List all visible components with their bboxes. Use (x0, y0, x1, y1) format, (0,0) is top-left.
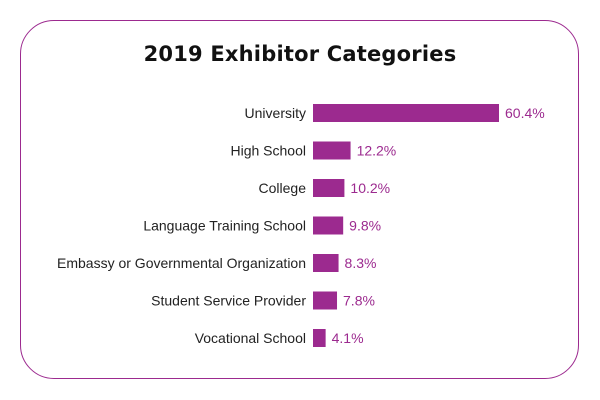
category-label: Vocational School (195, 330, 306, 346)
value-label: 12.2% (357, 143, 397, 159)
bar (313, 254, 339, 272)
value-label: 9.8% (349, 218, 381, 234)
category-label: Embassy or Governmental Organization (57, 255, 306, 271)
value-label: 8.3% (345, 255, 377, 271)
value-label: 10.2% (350, 180, 390, 196)
chart-card (20, 20, 579, 379)
chart-title: 2019 Exhibitor Categories (143, 42, 457, 66)
value-label: 7.8% (343, 293, 375, 309)
value-label: 60.4% (505, 105, 545, 121)
category-label: University (245, 105, 306, 121)
category-label: Language Training School (143, 218, 306, 234)
bar (313, 291, 338, 310)
category-label: Student Service Provider (151, 293, 306, 309)
category-label: College (259, 180, 307, 196)
category-label: High School (231, 143, 307, 159)
bar (313, 141, 351, 160)
value-label: 4.1% (332, 330, 364, 346)
bar (313, 216, 344, 235)
bar (313, 104, 499, 122)
bar (313, 329, 326, 347)
bar (313, 179, 345, 197)
